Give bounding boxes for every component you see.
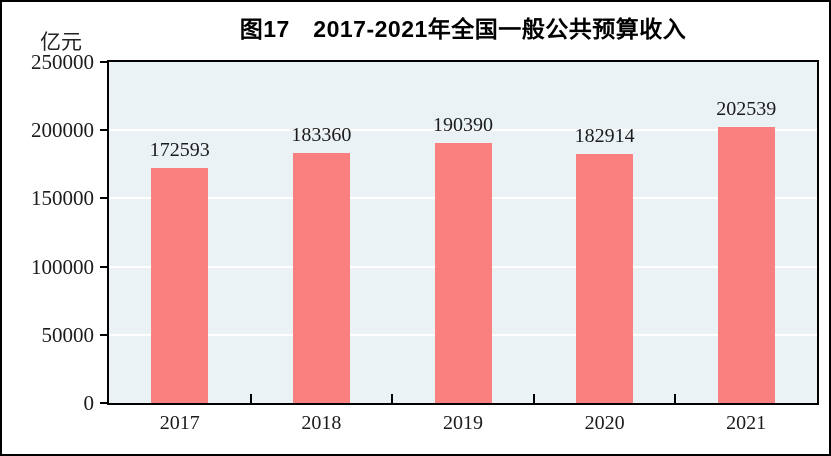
bar-value-label: 202539 [716,97,777,120]
bar-2017 [151,167,209,403]
x-axis-tick [391,394,394,403]
y-axis-tick [100,265,107,268]
bar-value-label: 172593 [149,138,210,161]
y-axis-tick [100,402,107,404]
chart-title: 图17 2017-2021年全国一般公共预算收入 [239,16,687,42]
bar-value-label: 190390 [433,114,493,137]
bar-2021 [717,126,775,403]
y-axis-unit-label: 亿元 [40,31,82,54]
y-axis-tick-label: 250000 [31,50,94,74]
bar-2018 [292,152,350,403]
y-axis-tick [100,61,107,63]
x-axis-tick [249,394,252,403]
y-axis-tick [100,333,107,336]
x-axis-category-label: 2021 [726,412,767,434]
bar-2019 [434,143,492,403]
x-axis-tick [532,394,535,403]
bar-value-label: 182914 [574,124,635,147]
y-axis-tick-label: 100000 [31,254,94,279]
x-axis-category-label: 2020 [584,412,625,434]
y-axis-tick [100,129,107,132]
x-axis-category-label: 2017 [159,412,200,434]
x-axis: 2017 2018 2019 2020 2021 [109,413,817,433]
x-axis-category-label: 2018 [301,412,342,434]
plot-area: 172593 183360 190390 182914 202539 [107,60,819,405]
x-axis-category-label: 2019 [442,412,483,434]
bar-value-label: 183360 [291,123,352,146]
y-axis-tick [100,197,107,200]
y-axis-tick-label: 200000 [31,118,94,143]
y-axis-tick-label: 150000 [31,186,94,211]
y-axis-tick-label: 50000 [41,322,95,347]
y-axis-tick-label: 0 [83,391,95,415]
bar-2020 [576,153,634,403]
x-axis-tick [674,394,677,403]
gridline [109,129,817,132]
